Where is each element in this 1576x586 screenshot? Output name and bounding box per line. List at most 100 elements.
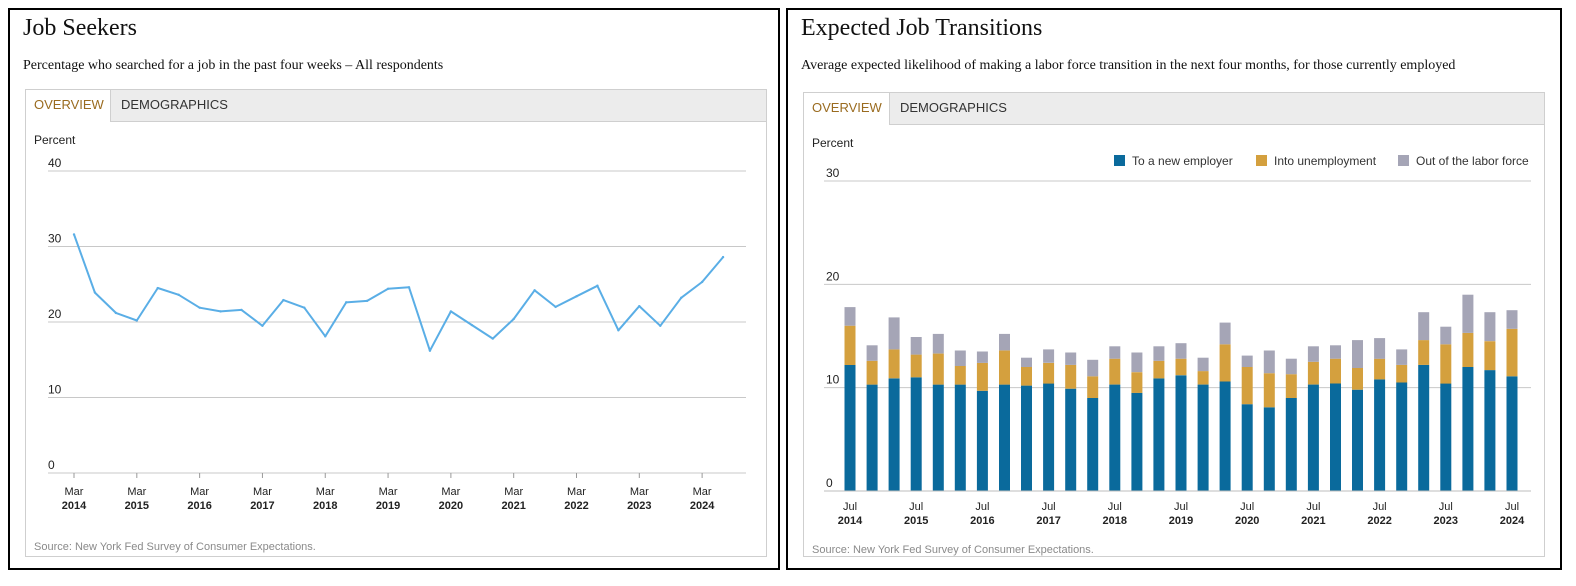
job-transitions-bar-chart: Percent 0 10 20 30 To a new employer Into unem… [812, 136, 1531, 527]
x-tick-label: Jul [843, 501, 857, 513]
bar-segment [1263, 350, 1275, 374]
data-point [407, 286, 411, 289]
bar-segment [1462, 294, 1474, 333]
job-seekers-panel: Job Seekers Percentage who searched for … [8, 8, 780, 570]
data-point [491, 337, 494, 340]
bar-segment [1330, 358, 1341, 384]
bar-segment [1175, 343, 1187, 359]
source-note: Source: New York Fed Survey of Consumer … [812, 544, 1094, 556]
bar-segment [1241, 355, 1253, 367]
tab-overview[interactable]: OVERVIEW [26, 90, 111, 122]
data-point [177, 293, 180, 297]
data-point [72, 233, 76, 236]
bar-segment [1043, 349, 1055, 363]
y-tick-label: 0 [48, 458, 55, 472]
bar-segment [1352, 340, 1363, 368]
tab-demographics[interactable]: DEMOGRAPHICS [121, 97, 228, 112]
bar-segment [1153, 378, 1165, 491]
x-tick-label: Mar [65, 486, 84, 498]
chart-card: OVERVIEW DEMOGRAPHICS Percent 0 10 20 30 To a… [803, 92, 1545, 557]
bar-segment [976, 351, 988, 363]
tab-bar: OVERVIEW DEMOGRAPHICS [804, 93, 1544, 125]
x-tick-label: 2018 [313, 500, 337, 512]
bar-segment [1087, 398, 1099, 491]
tab-bar: OVERVIEW DEMOGRAPHICS [26, 90, 766, 122]
bar-segment [844, 307, 856, 326]
x-tick-label: Mar [693, 486, 712, 498]
data-point [240, 308, 243, 312]
bar-segment [1109, 346, 1121, 359]
chart-subtitle: Percentage who searched for a job in the… [23, 58, 444, 73]
bar-segment [1197, 357, 1209, 372]
bar-segment [844, 364, 856, 491]
chart-card: OVERVIEW DEMOGRAPHICS Percent 0 10 20 30 40 Ma… [25, 89, 767, 557]
x-tick-label: Mar [379, 486, 398, 498]
bar-segment [1285, 398, 1297, 491]
bar-segment [1131, 372, 1143, 393]
y-tick-label: 10 [48, 383, 62, 397]
bar-segment [1484, 312, 1496, 342]
x-tick-label: 2014 [838, 515, 863, 527]
source-note: Source: New York Fed Survey of Consumer … [34, 541, 316, 553]
data-point [512, 317, 515, 321]
x-tick-label: 2020 [1235, 515, 1259, 527]
data-point [386, 287, 390, 290]
bar-segment [1307, 361, 1319, 385]
x-tick-label: Jul [1108, 501, 1122, 513]
bar-segment [1418, 340, 1430, 365]
x-tick-label: Jul [1042, 501, 1056, 513]
y-tick-label: 20 [826, 269, 840, 283]
bar-segment [954, 384, 966, 491]
bar-segment [1440, 383, 1452, 491]
x-tick-label: Jul [1306, 501, 1320, 513]
bar-segment [1307, 346, 1319, 362]
bar-segment [866, 345, 878, 361]
bar-segment [888, 317, 900, 350]
bar-segment [1197, 384, 1209, 491]
x-tick-label: 2023 [1434, 515, 1458, 527]
x-tick-label: Mar [504, 486, 523, 498]
x-tick-label: 2015 [125, 500, 149, 512]
data-point [679, 296, 683, 300]
bar-segment [1153, 346, 1165, 361]
y-tick-label: 10 [826, 373, 840, 387]
data-point [156, 286, 159, 290]
x-tick-label: Jul [909, 501, 923, 513]
data-point [219, 310, 222, 313]
legend-label: To a new employer [1132, 154, 1233, 168]
x-tick-label: Jul [1174, 501, 1188, 513]
bar-segment [1175, 375, 1187, 491]
y-tick-label: 30 [48, 232, 62, 246]
bar-segment [1330, 345, 1341, 359]
bar-segment [1043, 362, 1055, 384]
data-point [365, 299, 369, 303]
tab-demographics[interactable]: DEMOGRAPHICS [900, 100, 1007, 115]
bar-segment [1065, 388, 1077, 491]
x-tick-label: Mar [253, 486, 272, 498]
bar-segment [866, 384, 878, 491]
x-tick-label: Jul [1505, 501, 1519, 513]
bar-segment [976, 362, 988, 391]
y-axis-label: Percent [812, 136, 854, 150]
bar-segment [1440, 326, 1452, 345]
bar-segment [1418, 364, 1430, 491]
x-tick-label: 2024 [1500, 515, 1525, 527]
data-point [344, 301, 348, 304]
tab-overview[interactable]: OVERVIEW [804, 93, 890, 125]
bar-segment [1285, 358, 1297, 375]
bar-segment [1374, 358, 1386, 380]
legend-swatch [1256, 155, 1267, 166]
bar-segment [932, 384, 944, 491]
bar-segment [888, 378, 900, 491]
bar-segment [1374, 379, 1386, 491]
bar-segment [1462, 332, 1474, 367]
bar-segment [1109, 384, 1121, 491]
bar-segment [1087, 359, 1099, 377]
bar-segment [866, 360, 878, 385]
legend-swatch [1114, 155, 1125, 166]
data-point [596, 284, 599, 287]
bar-segment [1131, 352, 1143, 373]
bar-segment [1021, 367, 1032, 386]
data-point [324, 335, 327, 338]
bar-segment [999, 333, 1010, 351]
